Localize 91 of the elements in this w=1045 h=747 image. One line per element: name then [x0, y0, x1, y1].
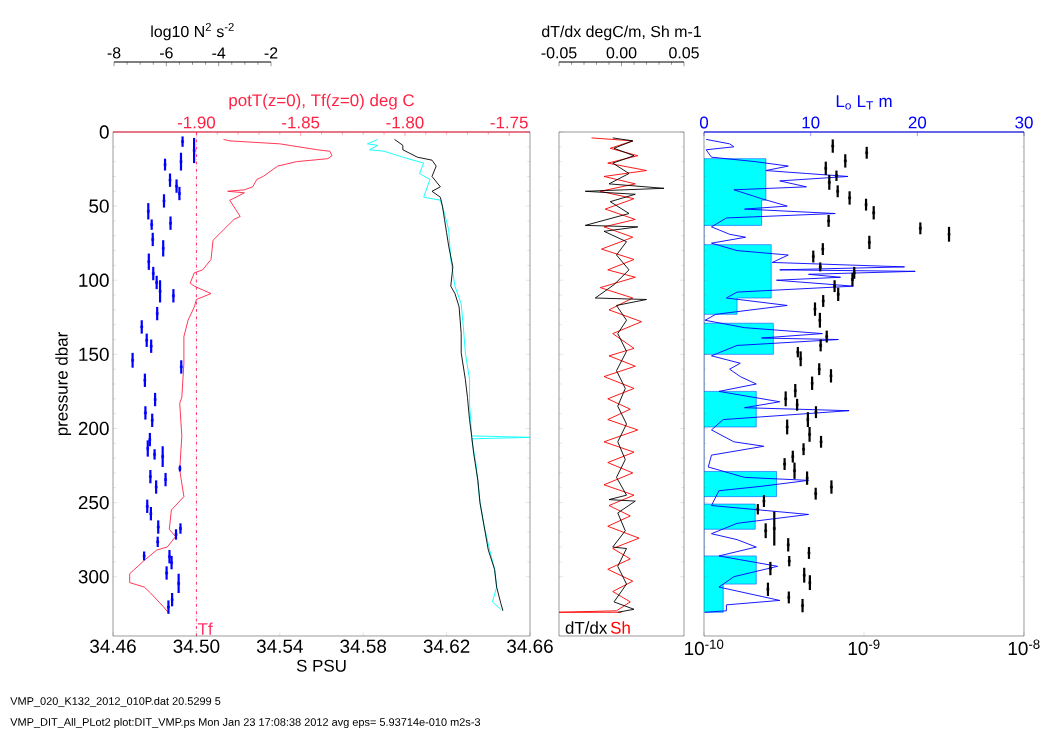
point [150, 223, 153, 226]
x2-tick-label: 0 [699, 116, 709, 129]
x2-tick-label: -1.80 [386, 116, 424, 129]
point [155, 312, 159, 315]
x-tick-label: 34.50 [173, 639, 220, 653]
point [153, 453, 156, 456]
x2-tick-label: -1.75 [490, 116, 528, 129]
x-tick-label: 34.62 [423, 639, 470, 653]
point [155, 281, 158, 284]
point [156, 525, 160, 529]
x2-tick-label: 10 [802, 116, 820, 129]
x-tick-label: -8 [107, 47, 121, 59]
series-label: dT/dx [565, 621, 608, 634]
point [192, 149, 196, 152]
point [146, 447, 150, 450]
x2-tick-label: 20 [908, 116, 927, 129]
x2-tick-label: -1.90 [177, 116, 216, 129]
point [145, 504, 149, 508]
x2-axis-title: L$_{o}$ L$_{T}$ m [836, 95, 892, 110]
line-series [366, 138, 531, 610]
point [178, 192, 181, 195]
y-tick-label: 50 [89, 199, 109, 213]
x-tick-label: 0.05 [669, 47, 699, 59]
point [140, 325, 144, 329]
point [164, 478, 167, 481]
point [158, 290, 162, 293]
x-tick-label: 34.54 [256, 639, 303, 653]
point [168, 178, 172, 182]
y-tick-label: 300 [78, 569, 109, 584]
y-tick-label: 0 [99, 125, 109, 139]
point [179, 365, 183, 369]
y-tick-label: 250 [78, 495, 109, 510]
point [146, 210, 150, 213]
point [181, 140, 184, 143]
point [165, 571, 168, 575]
point [174, 533, 178, 536]
point [149, 512, 153, 515]
point [179, 527, 182, 530]
x2-axis-title: potT(z=0), Tf(z=0) deg C [229, 93, 415, 110]
point [177, 582, 180, 585]
point [149, 475, 152, 478]
x-axis-title: dT/dx degC/m, Sh m-1 [542, 25, 701, 41]
point [145, 338, 149, 342]
text: VMP_DIT_All_PLot2 plot:DIT_VMP.ps Mon Jan 23 17:08:38 2012 avg eps= 5.93714e-010 m2s-3 [10, 717, 481, 729]
point [153, 398, 157, 401]
point [149, 344, 153, 348]
point [131, 358, 134, 362]
ref-line-label: Tf [197, 622, 213, 635]
point [170, 561, 173, 564]
point [151, 238, 155, 241]
y-tick-label: 150 [79, 347, 109, 362]
point [144, 411, 147, 415]
point [156, 540, 159, 544]
x-axis-title: log10 N$^{2}$ s$^{-2}$ [151, 22, 234, 41]
y-tick-label: 100 [79, 273, 109, 287]
point [168, 555, 171, 558]
x-tick-label: 10$^{-10}$ [685, 639, 724, 656]
point [179, 160, 183, 163]
point [148, 438, 152, 441]
point [147, 260, 151, 263]
point [161, 247, 165, 250]
x-tick-label: -4 [212, 47, 226, 59]
x-tick-label: -6 [159, 47, 173, 59]
text: VMP_020_K132_2012_010P.dat 20.5299 5 [10, 696, 221, 708]
point [163, 163, 167, 166]
y-axis-title: pressure dbar [55, 332, 72, 436]
x-tick-label: 10$^{-9}$ [848, 639, 880, 656]
x-tick-label: 34.46 [90, 639, 136, 653]
series-label: Sh [610, 621, 630, 634]
point [154, 485, 158, 489]
point [143, 378, 147, 382]
point [150, 419, 154, 422]
x-tick-label: 34.66 [507, 639, 553, 653]
point [170, 598, 174, 601]
point [172, 294, 175, 298]
x-axis-title: S PSU [296, 659, 346, 672]
line-series [394, 138, 504, 612]
y-tick-label: 200 [78, 421, 109, 436]
x-tick-label: -0.05 [541, 47, 577, 59]
point [167, 605, 170, 609]
point [151, 272, 155, 275]
point [169, 221, 172, 225]
point [161, 455, 164, 458]
x-tick-label: -2 [264, 47, 278, 59]
point [162, 199, 166, 203]
point [175, 184, 178, 188]
x-tick-label: 0.00 [606, 47, 637, 59]
x2-tick-label: -1.85 [282, 116, 320, 129]
x-tick-label: 34.58 [340, 639, 387, 653]
x2-tick-label: 30 [1015, 116, 1033, 129]
x-tick-label: 10$^{-8}$ [1008, 639, 1040, 656]
